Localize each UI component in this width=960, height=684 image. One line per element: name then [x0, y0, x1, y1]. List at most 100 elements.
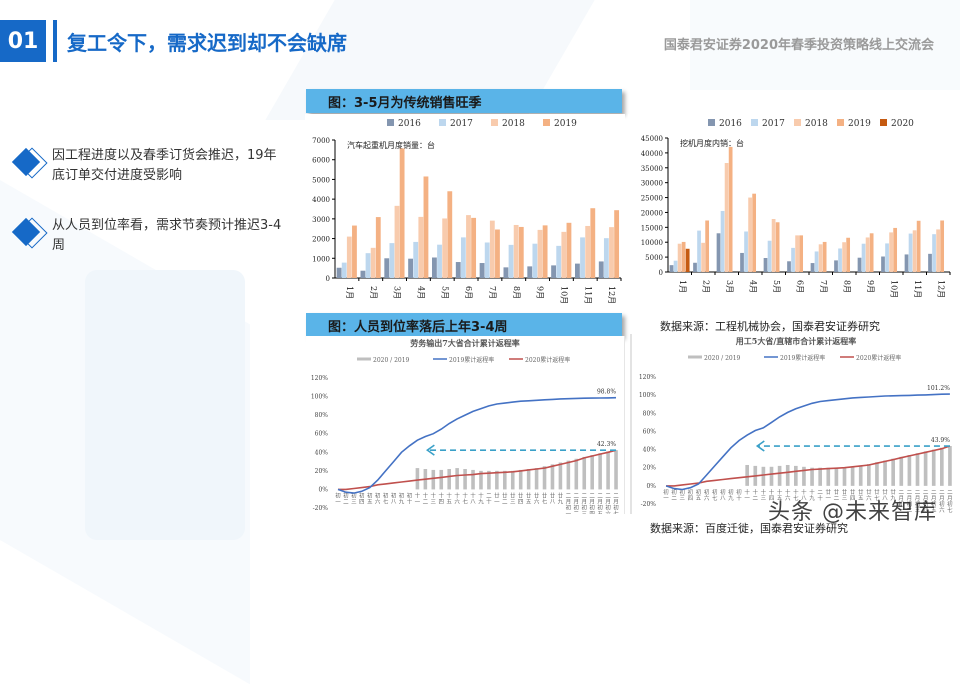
svg-text:初: 初 [915, 500, 921, 508]
svg-text:九: 九 [809, 494, 815, 502]
svg-text:六: 六 [375, 497, 381, 505]
svg-text:月: 月 [923, 495, 929, 502]
svg-text:初: 初 [680, 488, 686, 496]
svg-text:1月: 1月 [678, 280, 687, 293]
svg-text:35000: 35000 [641, 165, 663, 173]
svg-text:5月: 5月 [440, 286, 449, 299]
svg-text:2017: 2017 [762, 119, 785, 129]
svg-text:月: 月 [581, 498, 587, 505]
svg-text:初: 初 [663, 488, 669, 496]
svg-text:2016: 2016 [719, 119, 742, 129]
svg-text:2000: 2000 [312, 236, 330, 244]
svg-text:廿: 廿 [494, 491, 500, 499]
svg-text:五: 五 [526, 498, 532, 505]
svg-text:廿: 廿 [890, 488, 896, 496]
svg-text:10000: 10000 [641, 239, 663, 247]
diamond-bullet-icon [10, 146, 48, 180]
svg-text:-20%: -20% [641, 501, 657, 508]
svg-text:四: 四 [518, 498, 524, 505]
background-shape [690, 0, 960, 90]
svg-text:初: 初 [335, 491, 341, 499]
svg-text:15000: 15000 [641, 224, 663, 232]
svg-text:八: 八 [720, 496, 726, 502]
svg-text:廿: 廿 [850, 488, 856, 496]
svg-text:1000: 1000 [312, 255, 330, 263]
svg-text:11月: 11月 [583, 286, 592, 304]
svg-text:初: 初 [923, 500, 929, 508]
svg-text:九: 九 [399, 497, 405, 505]
svg-text:五: 五 [597, 510, 603, 514]
svg-text:4月: 4月 [416, 286, 425, 299]
svg-text:九: 九 [558, 497, 564, 505]
svg-text:二: 二 [613, 493, 619, 499]
svg-text:100%: 100% [639, 392, 656, 399]
svg-text:2020累计返程率: 2020累计返程率 [525, 356, 570, 364]
svg-text:6月: 6月 [795, 280, 804, 293]
svg-text:初: 初 [736, 488, 742, 496]
crane-sales-chart: 2016 2017 2018 2019 0 1000 2000 3000 4000 5000 600… [305, 114, 625, 310]
svg-text:二: 二 [923, 490, 929, 496]
svg-text:初: 初 [907, 500, 913, 508]
svg-text:3月: 3月 [393, 286, 402, 299]
svg-text:2020 / 2019: 2020 / 2019 [373, 357, 410, 364]
slide-header: 01 复工令下，需求迟到却不会缺席 [0, 20, 347, 62]
svg-text:6月: 6月 [464, 286, 473, 299]
svg-text:9月: 9月 [536, 286, 545, 299]
svg-text:2018: 2018 [502, 119, 525, 129]
svg-text:六: 六 [605, 509, 611, 514]
svg-text:四: 四 [438, 498, 444, 505]
svg-text:2016: 2016 [398, 119, 421, 129]
svg-text:十: 十 [769, 488, 775, 496]
svg-text:廿: 廿 [842, 488, 848, 496]
svg-text:五: 五 [367, 498, 373, 505]
svg-text:十: 十 [478, 491, 484, 499]
svg-text:2月: 2月 [369, 286, 378, 299]
svg-text:廿: 廿 [874, 488, 880, 496]
svg-text:四: 四 [688, 495, 694, 502]
return-rate-chart-5-provinces: 用工5大省/直辖市合计累计返程率 2020 / 2019 2019累计返程率 2020… [630, 334, 960, 514]
svg-text:二: 二 [486, 493, 492, 499]
svg-text:一: 一 [335, 499, 341, 505]
svg-text:5000: 5000 [645, 254, 663, 262]
svg-text:-20%: -20% [313, 505, 329, 512]
svg-text:六: 六 [866, 494, 872, 502]
svg-text:0%: 0% [318, 486, 328, 493]
svg-text:0: 0 [326, 275, 330, 283]
svg-text:七: 七 [793, 494, 799, 502]
svg-text:20%: 20% [643, 465, 657, 472]
svg-text:2017: 2017 [450, 119, 473, 129]
source-note-top: 数据来源：工程机械协会，国泰君安证券研究 [660, 320, 880, 333]
svg-text:0%: 0% [646, 483, 656, 490]
svg-text:廿: 廿 [510, 491, 516, 499]
svg-text:九: 九 [890, 494, 896, 502]
svg-text:2018: 2018 [805, 119, 828, 129]
svg-text:60%: 60% [315, 431, 329, 438]
svg-text:月: 月 [597, 498, 603, 505]
svg-text:一: 一 [415, 499, 421, 505]
svg-text:101.2%: 101.2% [927, 385, 950, 392]
svg-text:十: 十 [462, 491, 468, 499]
svg-text:廿: 廿 [518, 491, 524, 499]
svg-text:月: 月 [907, 495, 913, 502]
svg-text:20%: 20% [315, 468, 329, 475]
svg-text:四: 四 [850, 495, 856, 502]
svg-text:月: 月 [947, 495, 953, 502]
svg-text:廿: 廿 [550, 491, 556, 499]
svg-text:一: 一 [566, 511, 572, 514]
bullet-item: 从人员到位率看，需求节奏预计推迟3-4周 [10, 216, 287, 256]
svg-text:初: 初 [696, 488, 702, 496]
svg-text:初: 初 [688, 488, 694, 496]
svg-text:三: 三 [761, 495, 767, 502]
svg-text:五: 五 [446, 498, 452, 505]
svg-text:十: 十 [736, 494, 742, 502]
svg-text:廿: 廿 [502, 491, 508, 499]
svg-text:二: 二 [605, 493, 611, 499]
svg-text:十: 十 [801, 488, 807, 496]
svg-text:5000: 5000 [312, 176, 330, 184]
svg-text:2019累计返程率: 2019累计返程率 [780, 354, 825, 362]
svg-text:2019累计返程率: 2019累计返程率 [449, 356, 494, 364]
svg-text:十: 十 [753, 488, 759, 496]
svg-text:2020 / 2019: 2020 / 2019 [704, 355, 741, 362]
svg-text:2020: 2020 [891, 119, 914, 129]
svg-text:八: 八 [882, 496, 888, 502]
